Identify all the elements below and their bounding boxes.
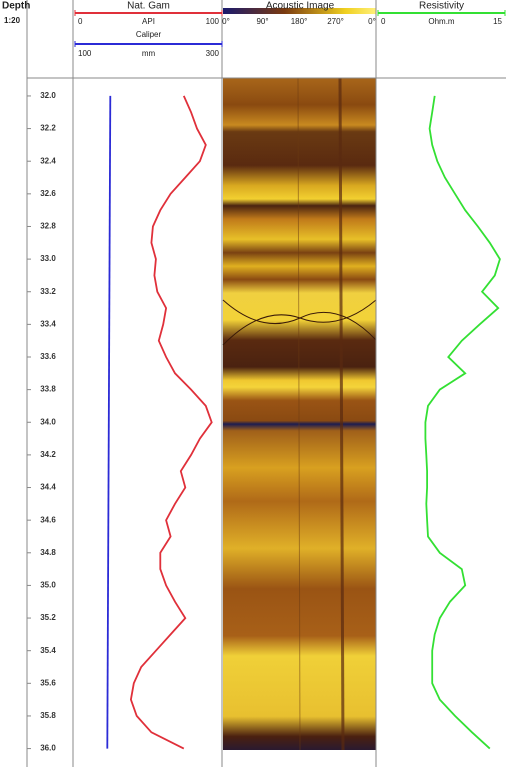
depth-tick-label: 34.4: [40, 483, 56, 492]
depth-tick-label: 32.6: [40, 189, 56, 198]
depth-tick-label: 34.8: [40, 548, 56, 557]
depth-tick-label: 33.4: [40, 319, 56, 328]
acoustic-image: [222, 77, 377, 751]
scale-tick-label: 15: [493, 17, 502, 26]
scale-tick-label: 0: [381, 17, 386, 26]
depth-tick-label: 35.4: [40, 646, 56, 655]
depth-tick-label: 33.8: [40, 385, 56, 394]
track-title: Nat. Gam: [127, 1, 170, 12]
depth-tick-label: 35.6: [40, 678, 56, 687]
scale-label: 1:20: [4, 16, 21, 25]
scale-tick-label: 100: [206, 17, 220, 26]
scale-tick-label: 300: [206, 49, 220, 58]
depth-tick-label: 34.2: [40, 450, 56, 459]
depth-tick-label: 32.8: [40, 222, 56, 231]
depth-tick-label: 35.8: [40, 711, 56, 720]
depth-label: Depth: [2, 1, 30, 12]
track-title: Resistivity: [419, 1, 464, 12]
log-curve: [129, 95, 213, 750]
image-scale-bar: [223, 8, 376, 14]
angle-label: 270°: [327, 17, 344, 26]
frame: [26, 0, 506, 767]
depth-tick-label: 32.2: [40, 124, 56, 133]
angle-label: 180°: [291, 17, 308, 26]
depth-tick-label: 35.2: [40, 613, 56, 622]
depth-tick-label: 33.0: [40, 254, 56, 263]
depth-tick-label: 35.0: [40, 581, 56, 590]
scale-tick-label: 0: [78, 17, 83, 26]
log-curve: [424, 95, 501, 750]
track-unit: API: [142, 17, 155, 26]
track-title: Caliper: [136, 30, 162, 39]
log-curve: [106, 95, 112, 749]
depth-tick-label: 32.4: [40, 156, 56, 165]
track-unit: Ohm.m: [428, 17, 455, 26]
depth-tick-label: 36.0: [40, 744, 56, 753]
depth-tick-label: 33.6: [40, 352, 56, 361]
depth-tick-label: 34.6: [40, 515, 56, 524]
angle-label: 0°: [222, 17, 230, 26]
depth-tick-label: 32.0: [40, 91, 56, 100]
angle-label: 0°: [368, 17, 376, 26]
angle-label: 90°: [256, 17, 268, 26]
depth-tick-label: 34.0: [40, 417, 56, 426]
track-unit: mm: [142, 49, 156, 58]
image-title: Acoustic Image: [266, 1, 335, 12]
depth-tick-label: 33.2: [40, 287, 56, 296]
scale-tick-label: 100: [78, 49, 92, 58]
